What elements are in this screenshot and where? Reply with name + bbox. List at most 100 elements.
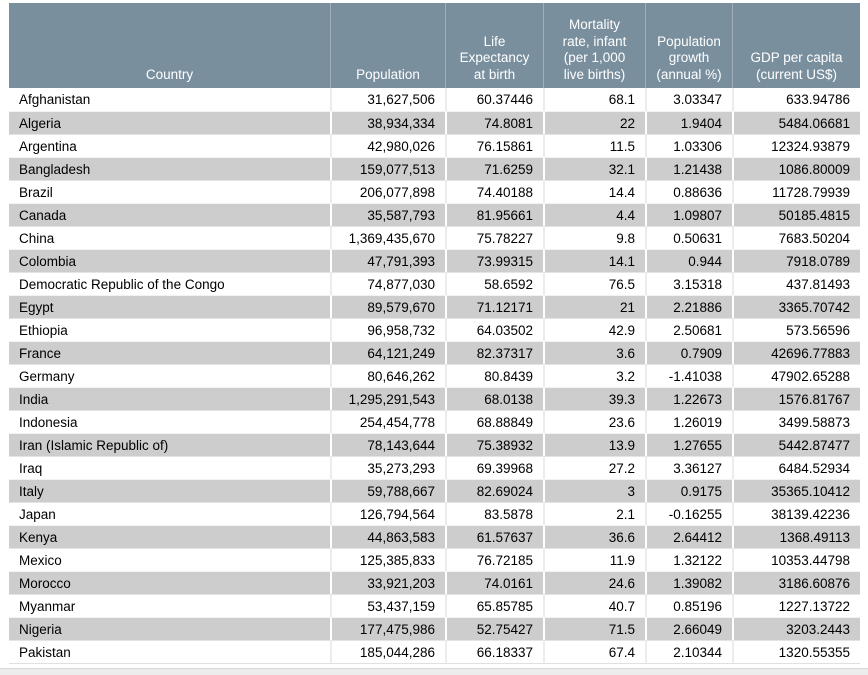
value-cell: 44,863,583 [330, 525, 445, 548]
country-cell: Colombia [9, 249, 330, 272]
value-cell: 1.09807 [645, 203, 732, 226]
value-cell: 65.85785 [445, 594, 543, 617]
country-cell: Kenya [9, 525, 330, 548]
value-cell: 68.0138 [445, 387, 543, 410]
value-cell: 1227.13722 [732, 594, 860, 617]
value-cell: 14.4 [543, 180, 645, 203]
value-cell: 0.85196 [645, 594, 732, 617]
value-cell: 1.27655 [645, 433, 732, 456]
value-cell: 82.37317 [445, 341, 543, 364]
value-cell: 58.6592 [445, 272, 543, 295]
value-cell: 60.37446 [445, 88, 543, 111]
value-cell: 0.7909 [645, 341, 732, 364]
value-cell: 6484.52934 [732, 456, 860, 479]
value-cell: 50185.4815 [732, 203, 860, 226]
value-cell: 42696.77883 [732, 341, 860, 364]
value-cell: 3186.60876 [732, 571, 860, 594]
column-header-pop-growth: Population growth (annual %) [645, 3, 732, 88]
value-cell: 52.75427 [445, 617, 543, 640]
value-cell: 3203.2443 [732, 617, 860, 640]
value-cell: 3.6 [543, 341, 645, 364]
value-cell: 75.78227 [445, 226, 543, 249]
column-header-population: Population [330, 3, 445, 88]
table-row: Brazil 206,077,898 74.40188 14.4 0.88636 1172… [9, 180, 860, 203]
table-row: France 64,121,249 82.37317 3.6 0.7909 42696.7… [9, 341, 860, 364]
country-cell: Mexico [9, 548, 330, 571]
value-cell: 3.36127 [645, 456, 732, 479]
value-cell: 74.8081 [445, 111, 543, 134]
value-cell: 1.32122 [645, 548, 732, 571]
value-cell: 71.12171 [445, 295, 543, 318]
value-cell: 74,877,030 [330, 272, 445, 295]
table-row: Pakistan 185,044,286 66.18337 67.4 2.10344 13… [9, 640, 860, 663]
value-cell: 3.03347 [645, 88, 732, 111]
value-cell: 12324.93879 [732, 134, 860, 157]
table-row: Morocco 33,921,203 74.0161 24.6 1.39082 3186.… [9, 571, 860, 594]
value-cell: 32.1 [543, 157, 645, 180]
value-cell: 33,921,203 [330, 571, 445, 594]
table-row: Mexico 125,385,833 76.72185 11.9 1.32122 1035… [9, 548, 860, 571]
table-row: Italy 59,788,667 82.69024 3 0.9175 35365.1041… [9, 479, 860, 502]
country-cell: Brazil [9, 180, 330, 203]
value-cell: 82.69024 [445, 479, 543, 502]
value-cell: 73.99315 [445, 249, 543, 272]
value-cell: 177,475,986 [330, 617, 445, 640]
value-cell: 1,295,291,543 [330, 387, 445, 410]
value-cell: 76.15861 [445, 134, 543, 157]
country-cell: China [9, 226, 330, 249]
bottom-bar [0, 668, 868, 675]
table-row: Germany 80,646,262 80.8439 3.2 -1.41038 47902… [9, 364, 860, 387]
table-row: India 1,295,291,543 68.0138 39.3 1.22673 1576… [9, 387, 860, 410]
table-row: Bangladesh 159,077,513 71.6259 32.1 1.21438 1… [9, 157, 860, 180]
value-cell: 53,437,159 [330, 594, 445, 617]
column-header-life-expectancy: Life Expectancy at birth [445, 3, 543, 88]
table-header-row: Country Population Life Expectancy at birt… [9, 3, 860, 88]
table-row: Iran (Islamic Republic of) 78,143,644 75.3… [9, 433, 860, 456]
value-cell: 2.50681 [645, 318, 732, 341]
value-cell: 1.22673 [645, 387, 732, 410]
value-cell: 75.38932 [445, 433, 543, 456]
column-header-mortality: Mortality rate, infant (per 1,000 live b… [543, 3, 645, 88]
value-cell: 573.56596 [732, 318, 860, 341]
data-table: Country Population Life Expectancy at birt… [9, 3, 860, 663]
country-cell: Bangladesh [9, 157, 330, 180]
country-cell: Ethiopia [9, 318, 330, 341]
value-cell: 13.9 [543, 433, 645, 456]
value-cell: 1.26019 [645, 410, 732, 433]
value-cell: 0.944 [645, 249, 732, 272]
value-cell: 80.8439 [445, 364, 543, 387]
value-cell: 89,579,670 [330, 295, 445, 318]
column-header-country: Country [9, 3, 330, 88]
value-cell: 125,385,833 [330, 548, 445, 571]
country-cell: India [9, 387, 330, 410]
value-cell: 5484.06681 [732, 111, 860, 134]
value-cell: 71.6259 [445, 157, 543, 180]
table-row: China 1,369,435,670 75.78227 9.8 0.50631 7683… [9, 226, 860, 249]
value-cell: 11.9 [543, 548, 645, 571]
value-cell: 35,587,793 [330, 203, 445, 226]
value-cell: 14.1 [543, 249, 645, 272]
country-cell: Afghanistan [9, 88, 330, 111]
value-cell: 22 [543, 111, 645, 134]
value-cell: 61.57637 [445, 525, 543, 548]
value-cell: 47902.65288 [732, 364, 860, 387]
value-cell: 66.18337 [445, 640, 543, 663]
country-cell: France [9, 341, 330, 364]
value-cell: 9.8 [543, 226, 645, 249]
value-cell: 76.5 [543, 272, 645, 295]
country-cell: Algeria [9, 111, 330, 134]
table-row: Colombia 47,791,393 73.99315 14.1 0.944 7918.… [9, 249, 860, 272]
table-row: Argentina 42,980,026 76.15861 11.5 1.03306 12… [9, 134, 860, 157]
table-row: Myanmar 53,437,159 65.85785 40.7 0.85196 1227… [9, 594, 860, 617]
country-cell: Germany [9, 364, 330, 387]
country-cell: Japan [9, 502, 330, 525]
value-cell: 74.0161 [445, 571, 543, 594]
value-cell: 3365.70742 [732, 295, 860, 318]
value-cell: 0.9175 [645, 479, 732, 502]
value-cell: 2.66049 [645, 617, 732, 640]
country-cell: Egypt [9, 295, 330, 318]
value-cell: 1368.49113 [732, 525, 860, 548]
table-body: Afghanistan 31,627,506 60.37446 68.1 3.03347… [9, 88, 860, 663]
value-cell: 1,369,435,670 [330, 226, 445, 249]
value-cell: 38139.42236 [732, 502, 860, 525]
